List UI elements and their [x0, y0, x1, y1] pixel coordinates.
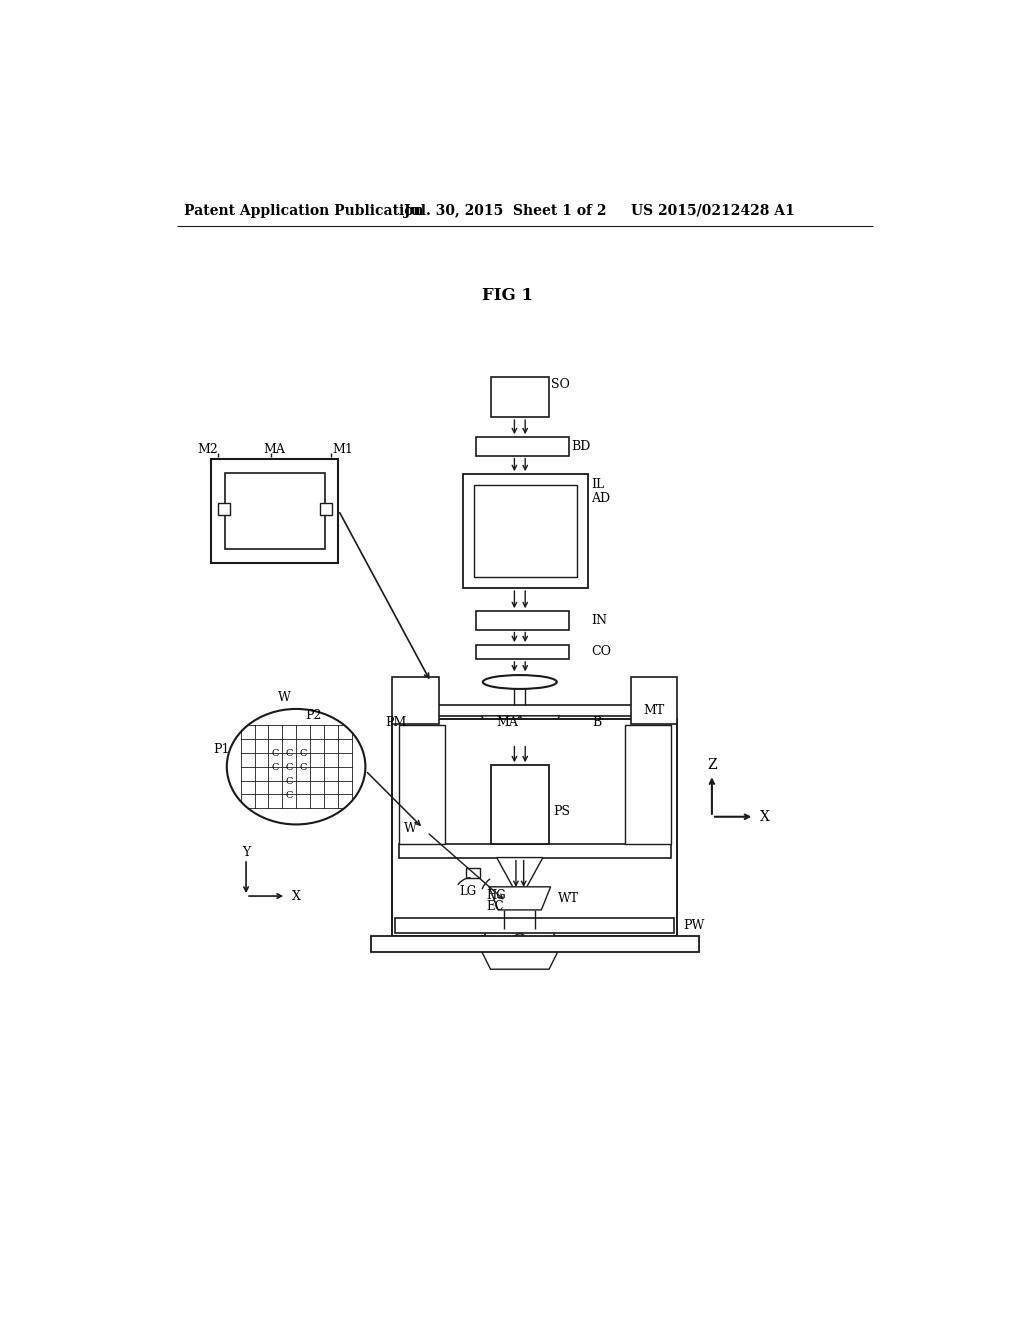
Text: X: X	[760, 809, 769, 824]
Circle shape	[514, 933, 526, 946]
Text: SO: SO	[551, 379, 569, 391]
Bar	[319, 763, 330, 772]
Text: M2: M2	[198, 444, 218, 455]
Bar	[211, 459, 339, 562]
Text: EC: EC	[486, 900, 504, 913]
Text: Z: Z	[708, 758, 717, 772]
Text: PW: PW	[683, 919, 705, 932]
Bar	[257, 763, 266, 772]
Text: HG: HG	[486, 888, 506, 902]
Bar	[475, 611, 569, 630]
Bar	[490, 378, 549, 417]
Bar	[631, 677, 677, 723]
Polygon shape	[520, 715, 560, 743]
Text: C: C	[286, 750, 293, 758]
Polygon shape	[497, 858, 543, 888]
Bar	[319, 503, 333, 515]
Text: WT: WT	[558, 892, 580, 906]
Text: IL: IL	[591, 478, 604, 491]
Bar	[398, 725, 444, 843]
Ellipse shape	[226, 709, 366, 825]
Text: C: C	[271, 763, 279, 772]
Text: W: W	[279, 690, 291, 704]
Text: FIG 1: FIG 1	[482, 286, 534, 304]
Bar	[466, 869, 480, 878]
Text: MA: MA	[263, 444, 286, 455]
Bar	[217, 503, 230, 515]
Bar	[398, 843, 671, 858]
Ellipse shape	[483, 675, 557, 689]
Bar	[625, 725, 671, 843]
Text: P1: P1	[213, 743, 229, 756]
Text: C: C	[271, 750, 279, 758]
Text: CO: CO	[591, 645, 611, 659]
Bar	[485, 929, 554, 950]
Text: C: C	[286, 763, 293, 772]
Polygon shape	[481, 950, 558, 969]
Bar	[463, 474, 588, 589]
Bar	[490, 766, 549, 843]
Bar	[371, 936, 698, 952]
Bar	[408, 705, 639, 715]
Text: Y: Y	[242, 846, 250, 859]
Bar	[475, 437, 569, 455]
Bar	[225, 473, 325, 549]
Text: Patent Application Publication: Patent Application Publication	[184, 203, 424, 218]
Text: X: X	[292, 890, 301, 903]
Text: BD: BD	[571, 440, 591, 453]
Text: B: B	[593, 715, 602, 729]
Text: MT: MT	[643, 704, 665, 717]
Bar	[392, 719, 677, 936]
Text: MA: MA	[497, 715, 518, 729]
Text: US 2015/0212428 A1: US 2015/0212428 A1	[631, 203, 795, 218]
Text: C: C	[299, 763, 307, 772]
Text: C: C	[299, 750, 307, 758]
Bar	[395, 917, 674, 933]
Text: PM: PM	[385, 715, 407, 729]
Text: C: C	[286, 777, 293, 785]
Text: M1: M1	[332, 444, 352, 455]
Text: C: C	[286, 791, 293, 800]
Text: P2: P2	[305, 709, 322, 722]
Text: W: W	[404, 822, 417, 834]
Text: PS: PS	[553, 805, 570, 818]
Text: IN: IN	[591, 614, 607, 627]
Bar	[474, 484, 578, 577]
Text: LG: LG	[460, 884, 477, 898]
Text: Jul. 30, 2015  Sheet 1 of 2: Jul. 30, 2015 Sheet 1 of 2	[403, 203, 606, 218]
Bar	[475, 645, 569, 659]
Polygon shape	[489, 887, 551, 909]
Polygon shape	[481, 715, 520, 743]
Text: AD: AD	[591, 492, 610, 506]
Bar	[392, 677, 438, 723]
